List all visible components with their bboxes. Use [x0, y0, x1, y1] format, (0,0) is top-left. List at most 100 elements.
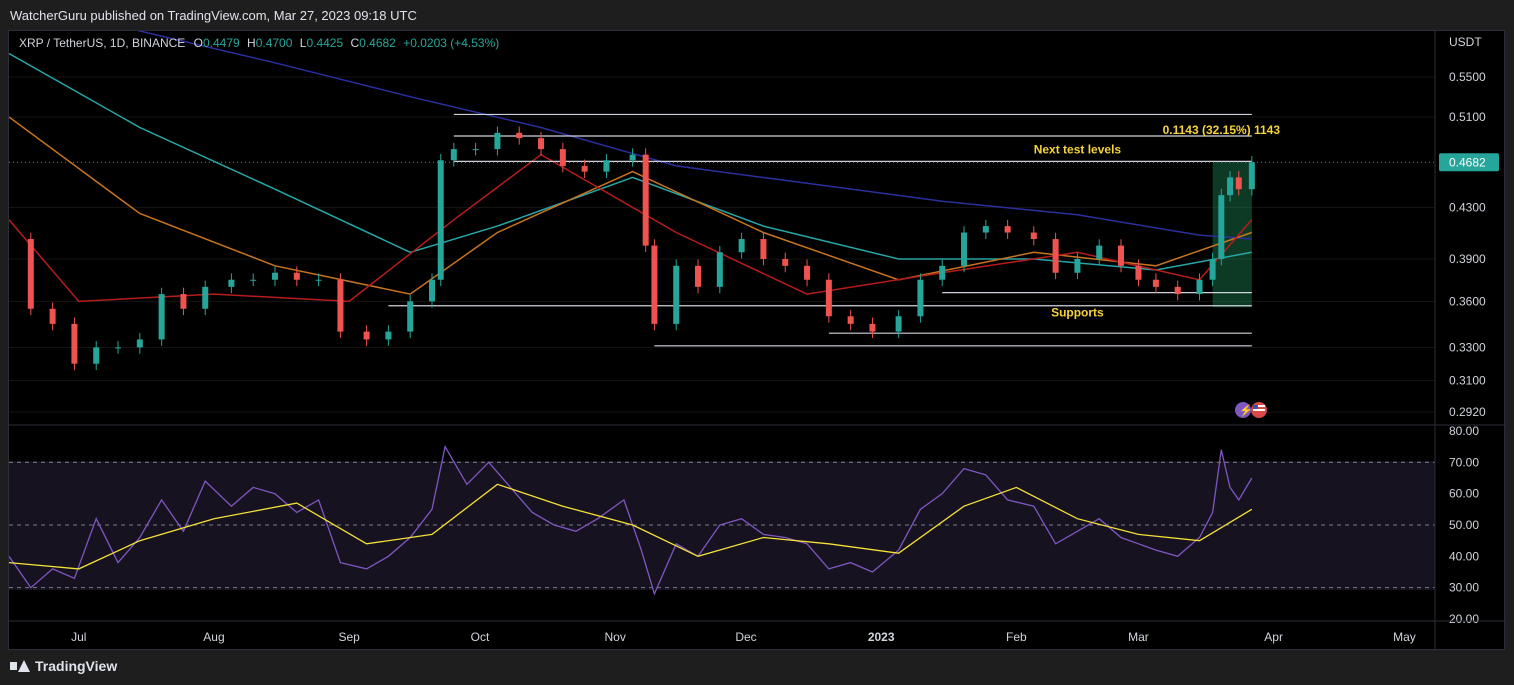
candle-body	[695, 265, 702, 287]
open-value: 0.4479	[203, 36, 240, 50]
price-tick-label: 0.3300	[1449, 340, 1486, 354]
candle-body	[982, 226, 989, 233]
candle-body	[337, 279, 344, 332]
open-label: O	[194, 36, 203, 50]
lightning-icon[interactable]	[1235, 402, 1251, 418]
rsi-tick-label: 60.00	[1449, 487, 1479, 501]
high-value: 0.4700	[256, 36, 293, 50]
candle-body	[27, 239, 34, 309]
candle-body	[825, 279, 832, 317]
price-tick-label: 0.3900	[1449, 252, 1486, 266]
candle-body	[93, 347, 100, 364]
candle-body	[250, 279, 257, 281]
candle-body	[272, 272, 279, 280]
price-pane[interactable]	[9, 31, 1435, 425]
candle-body	[716, 252, 723, 287]
candle-body	[1074, 258, 1081, 273]
candle-body	[629, 154, 636, 161]
candle-body	[315, 279, 322, 281]
candle-body	[136, 339, 143, 348]
candle-body	[115, 347, 122, 349]
flag-canton	[1253, 405, 1258, 409]
candle-body	[760, 239, 767, 259]
rsi-tick-label: 50.00	[1449, 518, 1479, 532]
time-tick-label: Feb	[1006, 630, 1027, 644]
candle-body	[1235, 177, 1242, 190]
annotations: Next test levels Supports 0.1143 (32.15%) …	[1034, 123, 1281, 319]
candle-body	[1052, 239, 1059, 273]
candle-body	[782, 258, 789, 266]
candle-body	[1135, 265, 1142, 280]
candle-body	[538, 138, 545, 150]
low-value: 0.4425	[306, 36, 343, 50]
candle-body	[158, 294, 165, 340]
moving-average-line	[9, 116, 1253, 295]
candle-body	[847, 316, 854, 324]
flag-stripe	[1253, 409, 1265, 411]
price-grid	[9, 76, 1435, 413]
price-tick-label: 0.2920	[1449, 405, 1486, 419]
time-tick-label: Apr	[1264, 630, 1283, 644]
candle-body	[429, 279, 436, 302]
candle-body	[939, 265, 946, 280]
candle-body	[804, 265, 811, 280]
published-text: WatcherGuru published on TradingView.com…	[10, 8, 417, 23]
candle-body	[450, 149, 457, 161]
candle-body	[1096, 245, 1103, 259]
brand-label: TradingView	[35, 658, 118, 674]
candle-body	[1227, 177, 1234, 196]
event-icons[interactable]: ⚡	[1235, 402, 1267, 418]
currency-label: USDT	[1449, 35, 1482, 49]
axes: 0.5500 0.5100 0.4300 0.3900 0.3600 0.3300 0.31…	[9, 70, 1499, 644]
rsi-tick-label: 30.00	[1449, 581, 1479, 595]
footer[interactable]: TradingView	[10, 658, 117, 674]
candle-body	[1209, 258, 1216, 280]
candle-body	[895, 316, 902, 332]
candle-body	[917, 279, 924, 317]
rsi-pane	[9, 444, 1435, 596]
rsi-tick-label: 70.00	[1449, 455, 1479, 469]
symbol-label: XRP / TetherUS, 1D, BINANCE	[19, 36, 185, 50]
rsi-line	[9, 444, 1253, 596]
flag-stripe	[1253, 405, 1265, 407]
candle-body	[293, 272, 300, 280]
candle-body	[603, 160, 610, 172]
time-tick-label: Aug	[203, 630, 224, 644]
horizontal-levels[interactable]	[388, 113, 1252, 347]
candle-body	[1030, 232, 1037, 240]
rsi-tick-label: 40.00	[1449, 549, 1479, 563]
time-tick-label: Mar	[1128, 630, 1149, 644]
candle-body	[1196, 279, 1203, 295]
tradingview-logo-icon	[10, 660, 30, 672]
price-tick-label: 0.5100	[1449, 110, 1486, 124]
candle-body	[1248, 162, 1255, 190]
candle-body	[472, 149, 479, 151]
candle-body	[1152, 279, 1159, 287]
candle-body	[385, 331, 392, 340]
low-label: L	[300, 36, 307, 50]
chart-annotation: Next test levels	[1034, 143, 1122, 157]
time-tick-label: 2023	[868, 630, 895, 644]
candle-body	[869, 323, 876, 332]
chart-annotation: 0.1143 (32.15%) 1143	[1163, 123, 1281, 137]
price-tick-label: 0.3600	[1449, 294, 1486, 308]
candle-body	[516, 132, 523, 139]
candle-body	[1118, 245, 1125, 266]
candle-body	[642, 154, 649, 246]
rsi-line	[9, 483, 1253, 570]
moving-average-line	[136, 31, 1252, 240]
close-value: 0.4682	[359, 36, 396, 50]
time-tick-label: Oct	[471, 630, 490, 644]
candle-body	[581, 165, 588, 172]
candle-body	[961, 232, 968, 266]
time-tick-label: Jul	[71, 630, 86, 644]
current-price-tag	[1439, 153, 1499, 172]
candle-body	[1218, 195, 1225, 259]
price-tick-label: 0.4300	[1449, 200, 1486, 214]
candle-body	[651, 245, 658, 324]
candle-body	[494, 132, 501, 150]
candle-body	[407, 301, 414, 332]
chart-panel[interactable]: Next test levels Supports 0.1143 (32.15%) …	[8, 30, 1506, 651]
price-chart-svg[interactable]: Next test levels Supports 0.1143 (32.15%) …	[9, 31, 1506, 651]
close-label: C	[350, 36, 359, 50]
